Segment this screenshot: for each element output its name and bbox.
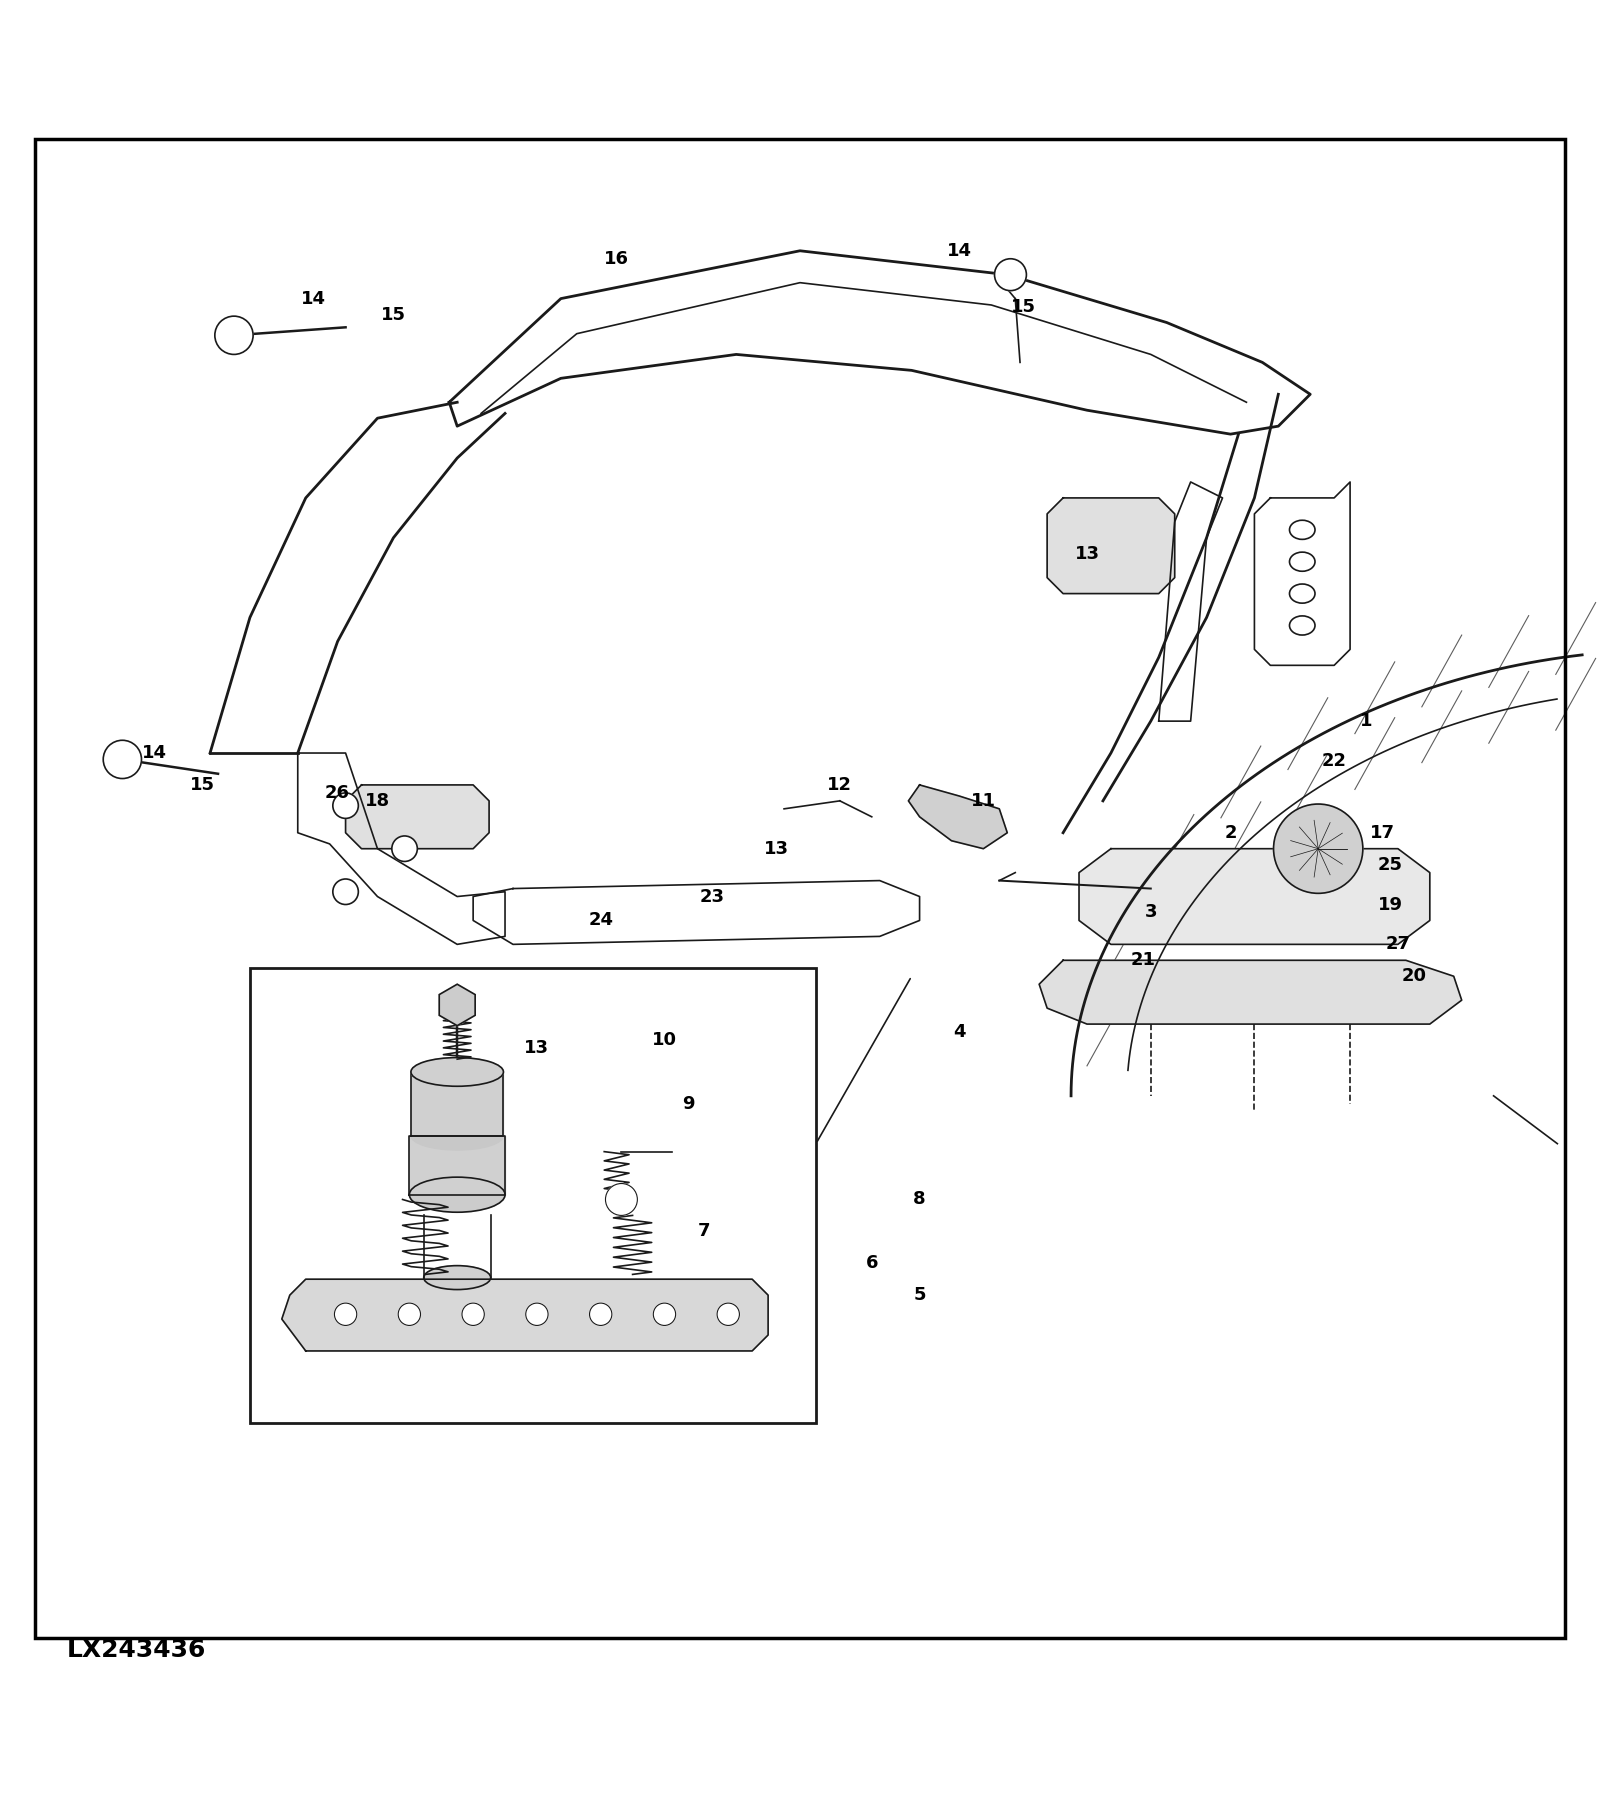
Circle shape [462, 1302, 485, 1326]
Text: 17: 17 [1370, 823, 1395, 841]
Polygon shape [450, 251, 1310, 434]
Text: 12: 12 [827, 776, 853, 794]
Polygon shape [298, 753, 506, 944]
Circle shape [605, 1183, 637, 1216]
Text: 21: 21 [1130, 952, 1155, 970]
Text: 14: 14 [947, 242, 971, 260]
Polygon shape [410, 1136, 506, 1194]
Text: 24: 24 [589, 912, 613, 930]
Ellipse shape [1290, 584, 1315, 602]
Polygon shape [1158, 481, 1222, 722]
Circle shape [334, 1302, 357, 1326]
Ellipse shape [410, 1178, 506, 1212]
Circle shape [214, 317, 253, 355]
Circle shape [104, 740, 141, 778]
Polygon shape [474, 881, 920, 944]
Text: 25: 25 [1378, 856, 1403, 874]
Text: 3: 3 [1144, 903, 1157, 921]
Text: 2: 2 [1224, 823, 1237, 841]
Circle shape [526, 1302, 549, 1326]
Text: 15: 15 [381, 306, 406, 324]
Text: 11: 11 [971, 792, 995, 810]
Text: 23: 23 [699, 888, 725, 906]
Polygon shape [346, 785, 490, 848]
Text: 10: 10 [651, 1031, 677, 1049]
Text: 13: 13 [1075, 545, 1099, 563]
Text: LX243436: LX243436 [67, 1637, 206, 1662]
Circle shape [589, 1302, 611, 1326]
Text: 20: 20 [1402, 968, 1426, 986]
Text: 5: 5 [914, 1286, 926, 1304]
Polygon shape [909, 785, 1008, 848]
Text: 4: 4 [954, 1024, 966, 1040]
Circle shape [717, 1302, 739, 1326]
Text: 18: 18 [365, 792, 390, 810]
Ellipse shape [411, 1058, 504, 1085]
Text: 14: 14 [301, 289, 326, 308]
Text: 19: 19 [1378, 895, 1403, 914]
Circle shape [995, 259, 1027, 291]
Text: 8: 8 [914, 1190, 926, 1208]
Text: 27: 27 [1386, 935, 1411, 953]
Text: 9: 9 [682, 1094, 694, 1113]
Text: 7: 7 [698, 1223, 710, 1241]
Text: 15: 15 [1011, 298, 1035, 315]
Polygon shape [1038, 961, 1462, 1024]
Text: 13: 13 [763, 839, 789, 857]
Circle shape [333, 879, 358, 904]
Circle shape [653, 1302, 675, 1326]
Circle shape [333, 792, 358, 818]
Polygon shape [282, 1279, 768, 1351]
Text: 15: 15 [189, 776, 214, 794]
Polygon shape [1254, 481, 1350, 666]
Ellipse shape [1290, 521, 1315, 539]
FancyBboxPatch shape [250, 968, 816, 1422]
Circle shape [1274, 803, 1363, 894]
Text: 14: 14 [142, 743, 166, 762]
Circle shape [398, 1302, 421, 1326]
Text: 16: 16 [605, 250, 629, 268]
Polygon shape [1078, 848, 1430, 944]
Text: 13: 13 [525, 1038, 549, 1056]
Circle shape [392, 836, 418, 861]
Text: 26: 26 [325, 783, 350, 801]
Polygon shape [411, 1073, 504, 1136]
Polygon shape [1046, 497, 1174, 593]
Text: 6: 6 [866, 1254, 878, 1272]
Ellipse shape [1290, 615, 1315, 635]
Text: 22: 22 [1322, 753, 1347, 771]
Ellipse shape [411, 1122, 504, 1151]
Ellipse shape [424, 1266, 491, 1290]
Ellipse shape [1290, 552, 1315, 572]
Text: 1: 1 [1360, 713, 1373, 731]
